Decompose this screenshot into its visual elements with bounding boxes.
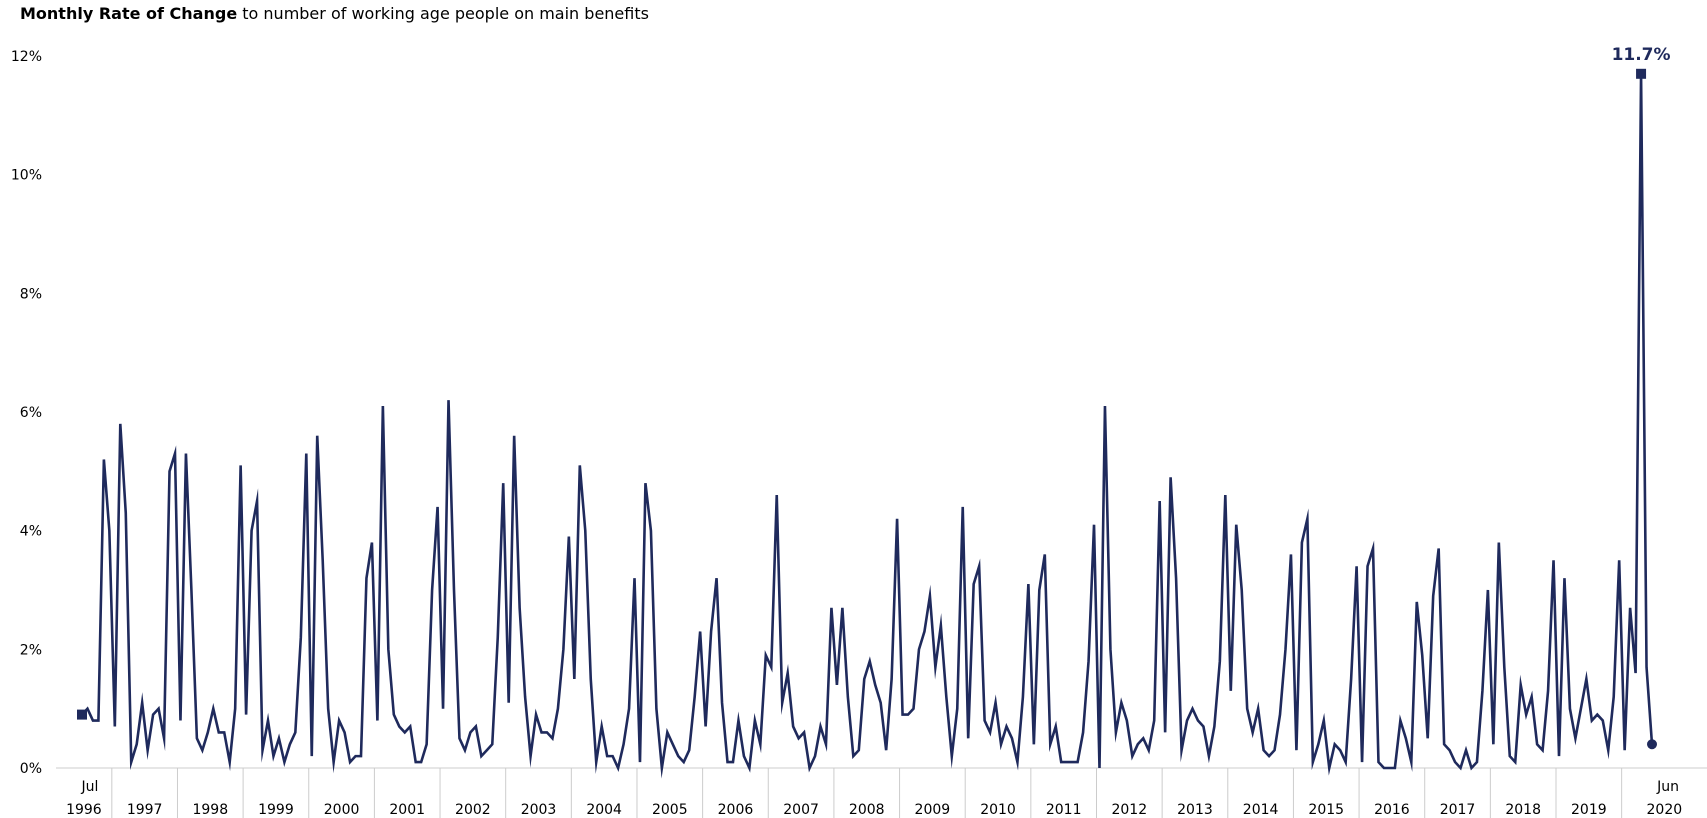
- x-year-label: 2000: [324, 802, 360, 818]
- peak-value-label: 11.7%: [1612, 45, 1671, 65]
- x-year-label: 2018: [1505, 802, 1541, 818]
- y-tick-label: 4%: [20, 524, 42, 540]
- chart-title: Monthly Rate of Change to number of work…: [20, 4, 649, 23]
- x-year-label: 1999: [258, 802, 294, 818]
- x-year-label: 2004: [586, 802, 622, 818]
- x-year-label: 1998: [192, 802, 228, 818]
- series-line: [81, 73, 1654, 779]
- annotations: 11.7%: [1612, 45, 1671, 65]
- x-year-label: 2012: [1111, 802, 1147, 818]
- y-tick-label: 8%: [20, 286, 42, 302]
- chart-title-rest: to number of working age people on main …: [237, 4, 649, 23]
- x-year-label: 2008: [849, 802, 885, 818]
- x-axis: 1996 1997 1998 1999 2000 2001 2002 2003 2004 2005…: [56, 767, 1707, 818]
- peak-point-marker: [1636, 68, 1647, 79]
- y-tick-label: 6%: [20, 405, 42, 421]
- x-year-label: 2020: [1647, 802, 1683, 818]
- x-year-label: 2015: [1308, 802, 1344, 818]
- y-tick-label: 2%: [20, 642, 42, 658]
- x-year-label: 2013: [1177, 802, 1213, 818]
- x-end-month-label: Jun: [1656, 779, 1679, 795]
- series-group: [77, 68, 1657, 779]
- x-start-month-label: Jul: [81, 779, 99, 795]
- y-axis: 0% 2% 4% 6% 8% 10% 12%: [11, 49, 42, 777]
- x-year-label: 1996: [66, 802, 102, 818]
- x-year-label: 2002: [455, 802, 491, 818]
- x-year-label: 2005: [652, 802, 688, 818]
- x-year-label: 2017: [1440, 802, 1476, 818]
- end-point-marker: [1647, 739, 1657, 750]
- x-year-label: 2006: [718, 802, 754, 818]
- x-year-label: 1997: [127, 802, 163, 818]
- y-tick-label: 12%: [11, 49, 42, 65]
- x-year-label: 2016: [1374, 802, 1410, 818]
- y-tick-label: 0%: [20, 761, 42, 777]
- x-year-label: 2014: [1243, 802, 1279, 818]
- x-year-label: 2010: [980, 802, 1016, 818]
- x-year-label: 2007: [783, 802, 819, 818]
- chart-title-bold: Monthly Rate of Change: [20, 4, 238, 23]
- x-year-label: 2009: [915, 802, 951, 818]
- y-tick-label: 10%: [11, 168, 42, 184]
- x-year-label: 2011: [1046, 802, 1082, 818]
- x-year-label: 2001: [389, 802, 425, 818]
- start-point-marker: [77, 709, 87, 720]
- x-year-label: 2019: [1571, 802, 1607, 818]
- x-year-label: 2003: [521, 802, 557, 818]
